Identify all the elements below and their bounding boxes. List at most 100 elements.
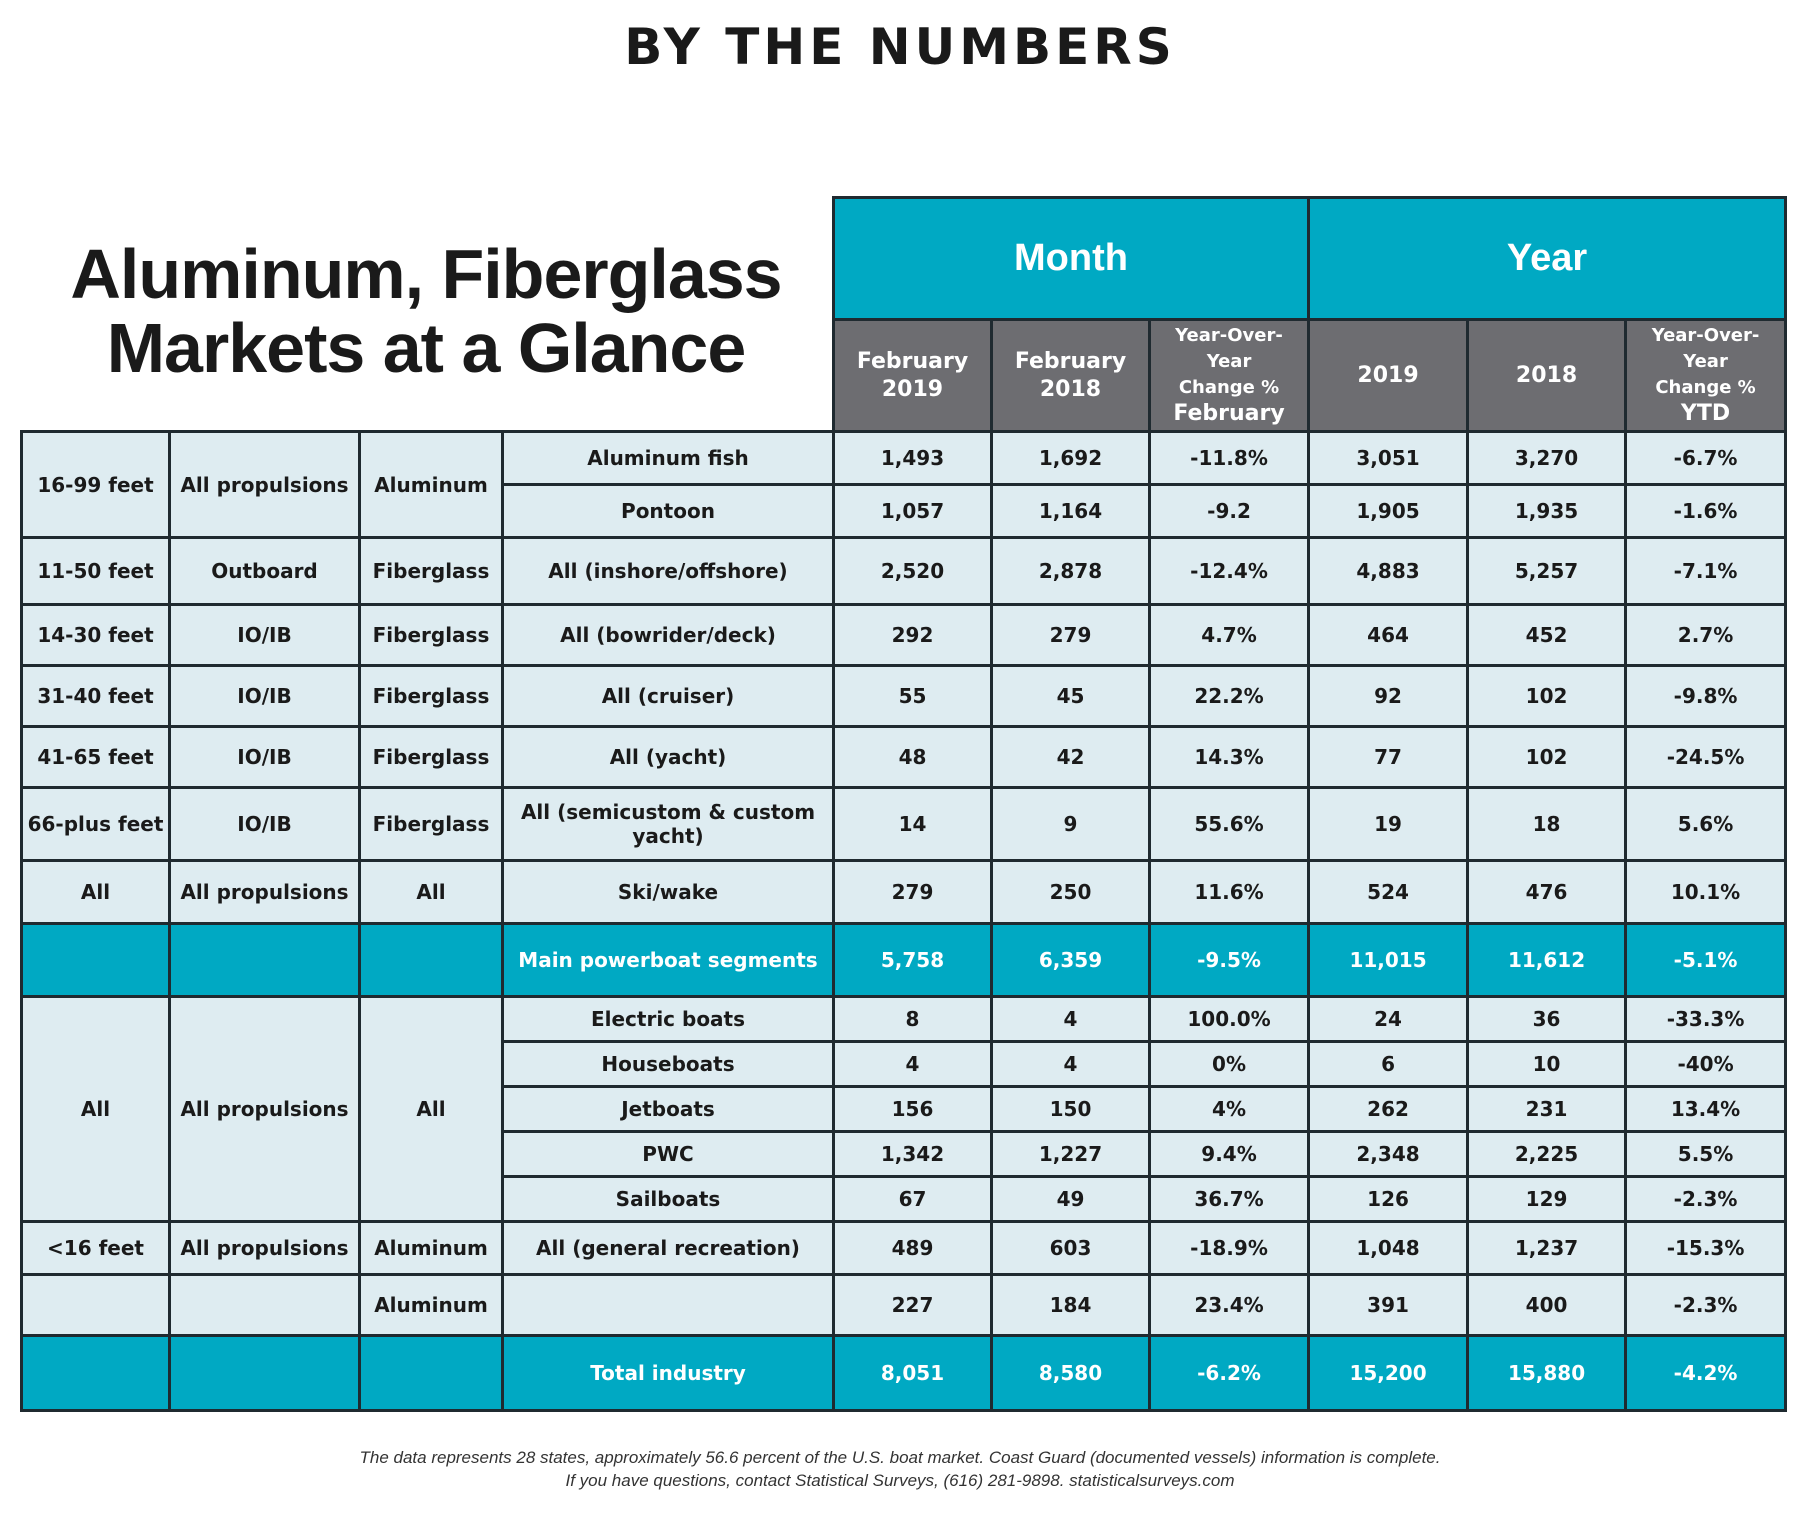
- size-cell: [20, 922, 171, 998]
- segment-cell: Electric boats: [501, 995, 835, 1043]
- y2018-cell: 231: [1466, 1085, 1628, 1133]
- y2019-cell: 262: [1307, 1085, 1470, 1133]
- yoy-feb-cell: -12.4%: [1147, 536, 1311, 606]
- y2018-cell: 10: [1466, 1040, 1628, 1088]
- size-cell: 14-30 feet: [20, 603, 171, 667]
- table-row: Aluminum 227 184 23.4% 391 400 -2.3%: [20, 1273, 1788, 1337]
- segment-cell: Ski/wake: [501, 859, 835, 925]
- yoy-feb-cell: 23.4%: [1147, 1273, 1311, 1337]
- y2018-cell: 1,935: [1466, 483, 1628, 539]
- size-cell: All: [20, 995, 171, 1223]
- y2019-cell: 391: [1307, 1273, 1470, 1337]
- y2019-cell: 11,015: [1307, 922, 1470, 998]
- col-header-yoy-ytd: Year-Over-Year Change % YTD: [1624, 318, 1788, 433]
- feb2018-cell: 9: [990, 786, 1151, 862]
- y2018-cell: 3,270: [1466, 430, 1628, 486]
- propulsion-cell: [168, 1273, 361, 1337]
- propulsion-cell: All propulsions: [168, 1220, 361, 1276]
- material-cell: Fiberglass: [358, 786, 504, 862]
- yoy-feb-cell: 9.4%: [1147, 1130, 1311, 1178]
- feb2018-cell: 45: [990, 664, 1151, 728]
- feb2019-cell: 1,342: [832, 1130, 993, 1178]
- table-title-line2: Markets at a Glance: [106, 309, 747, 387]
- size-cell: 11-50 feet: [20, 536, 171, 606]
- y2019-cell: 6: [1307, 1040, 1470, 1088]
- table-row: Pontoon 1,057 1,164 -9.2 1,905 1,935 -1.…: [22, 483, 1788, 539]
- feb2019-cell: 227: [832, 1273, 993, 1337]
- group-header-year: Year: [1307, 196, 1788, 321]
- y2019-cell: 3,051: [1307, 430, 1470, 486]
- segment-cell: Pontoon: [501, 483, 835, 539]
- feb2018-cell: 42: [990, 725, 1151, 789]
- yoy-ytd-cell: -24.5%: [1624, 725, 1788, 789]
- table-row: 41-65 feet IO/IB Fiberglass All (yacht) …: [20, 725, 1788, 789]
- feb2019-cell: 156: [832, 1085, 993, 1133]
- segment-cell: All (yacht): [501, 725, 835, 789]
- segment-cell: All (inshore/offshore): [501, 536, 835, 606]
- size-cell: 66-plus feet: [20, 786, 171, 862]
- feb2018-cell: 1,164: [990, 483, 1151, 539]
- size-cell: 16-99 feet: [20, 430, 171, 539]
- y2018-cell: 400: [1466, 1273, 1628, 1337]
- yoy-ytd-cell: -5.1%: [1624, 922, 1788, 998]
- y2019-cell: 1,048: [1307, 1220, 1470, 1276]
- feb2019-cell: 8,051: [832, 1334, 993, 1412]
- size-cell: <16 feet: [20, 1220, 171, 1276]
- yoy-feb-cell: -18.9%: [1147, 1220, 1311, 1276]
- feb2018-cell: 1,227: [990, 1130, 1151, 1178]
- segment-cell: Jetboats: [501, 1085, 835, 1133]
- y2019-cell: 464: [1307, 603, 1470, 667]
- yoy-ytd-cell: -33.3%: [1624, 995, 1788, 1043]
- subtotal-row: Main powerboat segments 5,758 6,359 -9.5…: [20, 922, 1788, 998]
- total-row: Total industry 8,051 8,580 -6.2% 15,200 …: [20, 1334, 1788, 1412]
- feb2018-cell: 4: [990, 995, 1151, 1043]
- segment-cell: PWC: [501, 1130, 835, 1178]
- yoy-feb-cell: 0%: [1147, 1040, 1311, 1088]
- propulsion-cell: IO/IB: [168, 664, 361, 728]
- table-row: 66-plus feet IO/IB Fiberglass All (semic…: [20, 786, 1788, 862]
- segment-cell: Main powerboat segments: [501, 922, 835, 998]
- feb2019-cell: 1,493: [832, 430, 993, 486]
- size-cell: [20, 1273, 171, 1337]
- yoy-feb-cell: 14.3%: [1147, 725, 1311, 789]
- title-cell: [21, 197, 834, 432]
- yoy-ytd-cell: -7.1%: [1624, 536, 1788, 606]
- segment-cell: All (cruiser): [501, 664, 835, 728]
- yoy-ytd-cell: -40%: [1624, 1040, 1788, 1088]
- footnote: The data represents 28 states, approxima…: [0, 1446, 1800, 1492]
- material-cell: Fiberglass: [358, 664, 504, 728]
- table-title: Aluminum, Fiberglass Markets at a Glance: [20, 195, 832, 427]
- feb2018-cell: 184: [990, 1273, 1151, 1337]
- y2018-cell: 36: [1466, 995, 1628, 1043]
- table-row: 11-50 feet Outboard Fiberglass All (insh…: [20, 536, 1788, 606]
- yoy-feb-cell: 11.6%: [1147, 859, 1311, 925]
- y2018-cell: 102: [1466, 725, 1628, 789]
- yoy-feb-cell: -11.8%: [1147, 430, 1311, 486]
- table-row: All All propulsions All Ski/wake 279 250…: [20, 859, 1788, 925]
- feb2019-cell: 8: [832, 995, 993, 1043]
- segment-cell: [501, 1273, 835, 1337]
- y2019-cell: 1,905: [1307, 483, 1470, 539]
- segment-cell: All (general recreation): [501, 1220, 835, 1276]
- feb2019-cell: 279: [832, 859, 993, 925]
- material-cell: Aluminum: [358, 1273, 504, 1337]
- table-row: Jetboats 156 150 4% 262 231 13.4%: [22, 1085, 1788, 1133]
- yoy-feb-cell: -6.2%: [1147, 1334, 1311, 1412]
- material-cell: All: [358, 859, 504, 925]
- segment-cell: Aluminum fish: [501, 430, 835, 486]
- yoy-ytd-cell: -2.3%: [1624, 1273, 1788, 1337]
- feb2019-cell: 48: [832, 725, 993, 789]
- size-cell: 41-65 feet: [20, 725, 171, 789]
- footnote-line2: If you have questions, contact Statistic…: [565, 1471, 1235, 1490]
- y2019-cell: 2,348: [1307, 1130, 1470, 1178]
- feb2019-cell: 55: [832, 664, 993, 728]
- propulsion-cell: All propulsions: [168, 995, 361, 1223]
- propulsion-cell: [168, 1334, 361, 1412]
- propulsion-cell: IO/IB: [168, 725, 361, 789]
- feb2018-cell: 250: [990, 859, 1151, 925]
- y2019-cell: 77: [1307, 725, 1470, 789]
- y2019-cell: 524: [1307, 859, 1470, 925]
- yoy-feb-cell: 100.0%: [1147, 995, 1311, 1043]
- material-cell: Fiberglass: [358, 725, 504, 789]
- material-cell: All: [358, 995, 504, 1223]
